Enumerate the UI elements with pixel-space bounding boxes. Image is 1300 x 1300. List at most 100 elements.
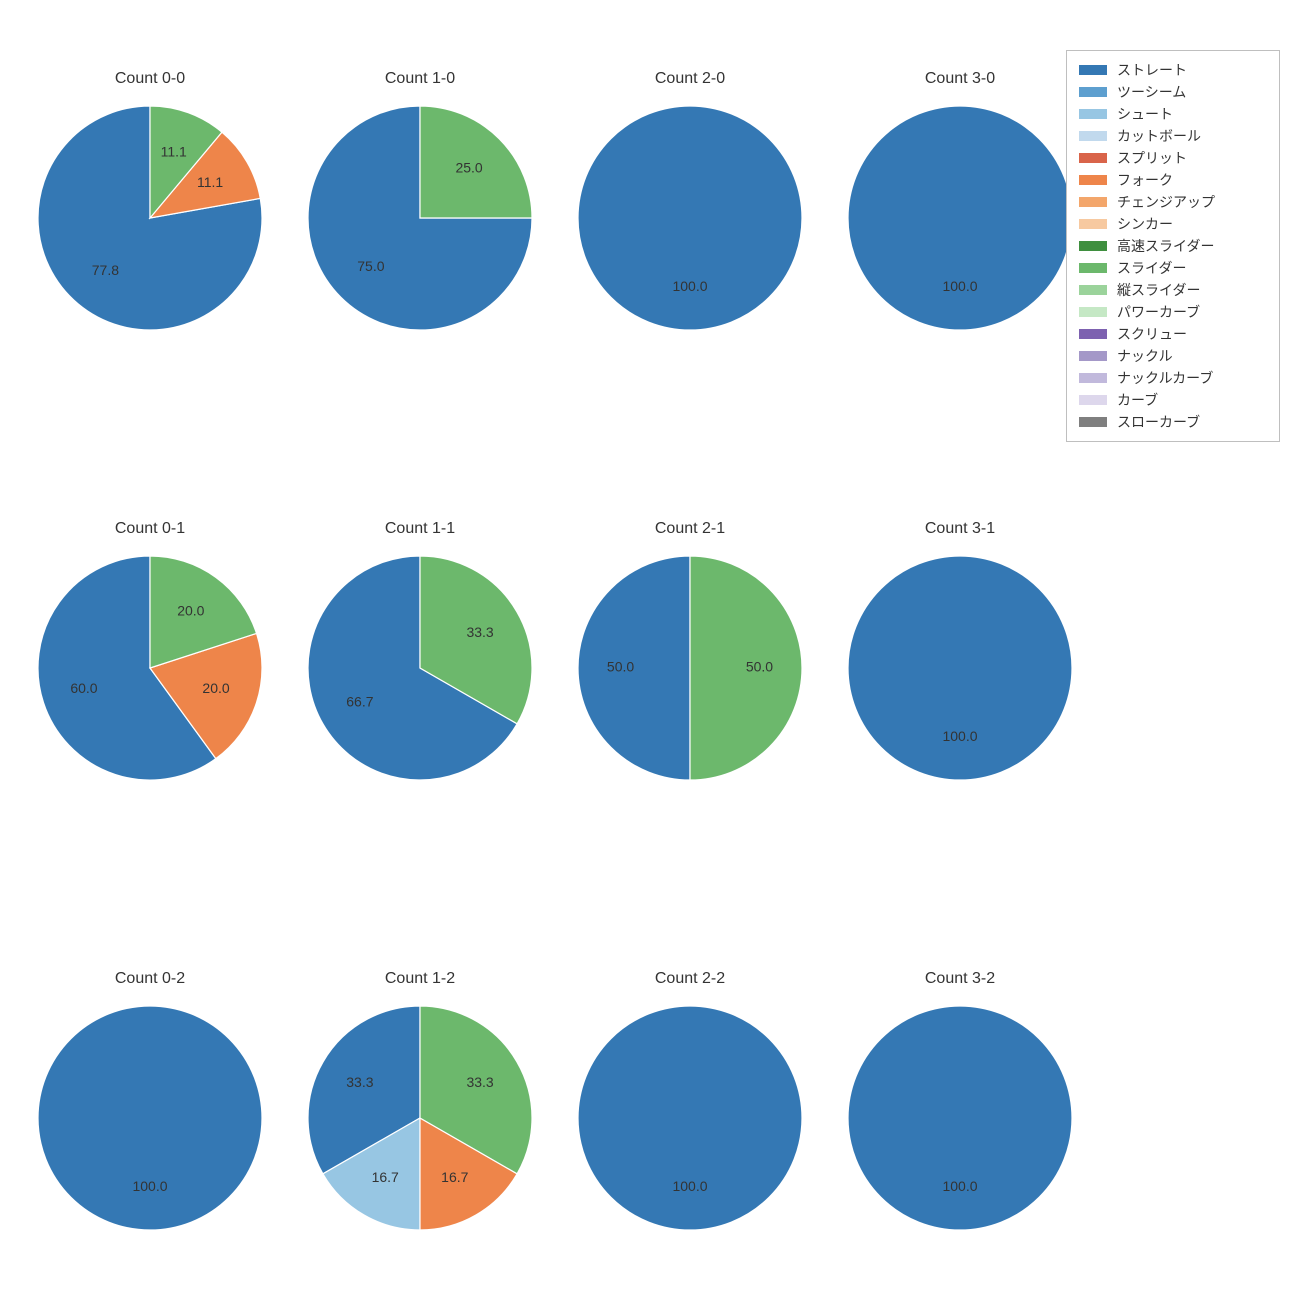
pie-svg: 100.0 [840, 548, 1080, 788]
legend-row: シュート [1073, 103, 1273, 125]
pie-slice-label: 33.3 [346, 1074, 373, 1090]
pie-panel: Count 1-166.733.3 [290, 520, 550, 800]
pie-slice-label: 75.0 [357, 258, 384, 274]
legend-label: シュート [1117, 104, 1173, 124]
pie-svg: 100.0 [30, 998, 270, 1238]
pie-slice-label: 11.1 [197, 174, 223, 190]
pie-slice [848, 106, 1072, 330]
pie-slice [578, 1006, 802, 1230]
pie-slice-label: 20.0 [202, 680, 229, 696]
legend-swatch [1079, 175, 1107, 185]
pie-slice-label: 100.0 [942, 1178, 977, 1194]
pie-title: Count 0-2 [20, 970, 280, 988]
pie-panel: Count 2-2 100.0 [560, 970, 820, 1250]
pie-slice-label: 33.3 [466, 1074, 493, 1090]
legend-label: ナックル [1117, 346, 1173, 366]
legend-swatch [1079, 109, 1107, 119]
pie-panel: Count 3-2 100.0 [830, 970, 1090, 1250]
legend-swatch [1079, 241, 1107, 251]
pie-svg: 66.733.3 [300, 548, 540, 788]
pie-panel: Count 1-075.025.0 [290, 70, 550, 350]
pie-svg: 75.0 25.0 [300, 98, 540, 338]
pie-slice-label: 100.0 [672, 278, 707, 294]
legend-label: ストレート [1117, 60, 1187, 80]
legend-label: スプリット [1117, 148, 1187, 168]
pie-title: Count 3-2 [830, 970, 1090, 988]
pie-svg: 100.0 [840, 998, 1080, 1238]
pie-panel: Count 0-2 100.0 [20, 970, 280, 1250]
legend-swatch [1079, 219, 1107, 229]
pie-slice-label: 11.1 [161, 143, 187, 159]
pie-title: Count 3-1 [830, 520, 1090, 538]
legend-row: ストレート [1073, 59, 1273, 81]
pie-slice-label: 20.0 [177, 603, 204, 619]
pie-title: Count 2-1 [560, 520, 820, 538]
pie-slice-label: 66.7 [346, 693, 373, 709]
pie-slice [848, 556, 1072, 780]
pie-svg: 100.0 [570, 98, 810, 338]
legend-label: カーブ [1117, 390, 1158, 410]
legend-swatch [1079, 65, 1107, 75]
legend-row: ツーシーム [1073, 81, 1273, 103]
pie-slice-label: 100.0 [132, 1178, 167, 1194]
legend-swatch [1079, 395, 1107, 405]
pie-title: Count 1-2 [290, 970, 550, 988]
chart-canvas: Count 0-077.811.111.1Count 1-075.025.0Co… [0, 0, 1300, 1300]
legend-label: シンカー [1117, 214, 1173, 234]
legend-row: スプリット [1073, 147, 1273, 169]
legend-label: チェンジアップ [1117, 192, 1215, 212]
legend-swatch [1079, 87, 1107, 97]
legend-label: スクリュー [1117, 324, 1187, 344]
legend-swatch [1079, 131, 1107, 141]
pie-slice-label: 100.0 [942, 728, 977, 744]
legend-label: ツーシーム [1117, 82, 1186, 102]
legend-label: スローカーブ [1117, 412, 1200, 432]
pie-slice-label: 100.0 [942, 278, 977, 294]
pie-svg: 50.0 50.0 [570, 548, 810, 788]
pie-slice-label: 25.0 [455, 160, 482, 176]
legend-row: チェンジアップ [1073, 191, 1273, 213]
pie-title: Count 0-1 [20, 520, 280, 538]
legend-swatch [1079, 153, 1107, 163]
pie-panel: Count 3-1 100.0 [830, 520, 1090, 800]
legend-swatch [1079, 285, 1107, 295]
pie-svg: 100.0 [840, 98, 1080, 338]
legend-swatch [1079, 263, 1107, 273]
pie-title: Count 2-2 [560, 970, 820, 988]
pie-title: Count 3-0 [830, 70, 1090, 88]
legend-label: フォーク [1117, 170, 1173, 190]
legend-row: スローカーブ [1073, 411, 1273, 433]
pie-slice-label: 60.0 [70, 680, 97, 696]
legend-swatch [1079, 307, 1107, 317]
legend-row: ナックルカーブ [1073, 367, 1273, 389]
pie-svg: 77.811.111.1 [30, 98, 270, 338]
pie-panel: Count 2-1 50.0 50.0 [560, 520, 820, 800]
pie-slice-label: 100.0 [672, 1178, 707, 1194]
pie-panel: Count 1-233.316.716.733.3 [290, 970, 550, 1250]
pie-slice-label: 16.7 [372, 1169, 399, 1185]
legend-label: 縦スライダー [1117, 280, 1200, 300]
legend-swatch [1079, 373, 1107, 383]
pie-title: Count 0-0 [20, 70, 280, 88]
legend-row: フォーク [1073, 169, 1273, 191]
pie-slice [848, 1006, 1072, 1230]
legend-row: カーブ [1073, 389, 1273, 411]
pie-svg: 33.316.716.733.3 [300, 998, 540, 1238]
legend-label: カットボール [1117, 126, 1201, 146]
legend-row: スライダー [1073, 257, 1273, 279]
legend-swatch [1079, 329, 1107, 339]
legend-label: 高速スライダー [1117, 236, 1214, 256]
pie-slice-label: 50.0 [607, 659, 634, 675]
legend-label: ナックルカーブ [1117, 368, 1213, 388]
pie-slice [38, 1006, 262, 1230]
legend-row: スクリュー [1073, 323, 1273, 345]
pie-panel: Count 3-0 100.0 [830, 70, 1090, 350]
pie-slice-label: 50.0 [746, 659, 773, 675]
pie-title: Count 2-0 [560, 70, 820, 88]
pie-panel: Count 0-077.811.111.1 [20, 70, 280, 350]
legend-row: カットボール [1073, 125, 1273, 147]
pie-svg: 60.0 20.0 20.0 [30, 548, 270, 788]
pie-slice [578, 106, 802, 330]
legend: ストレートツーシームシュートカットボールスプリットフォークチェンジアップシンカー… [1066, 50, 1280, 442]
legend-row: 縦スライダー [1073, 279, 1273, 301]
